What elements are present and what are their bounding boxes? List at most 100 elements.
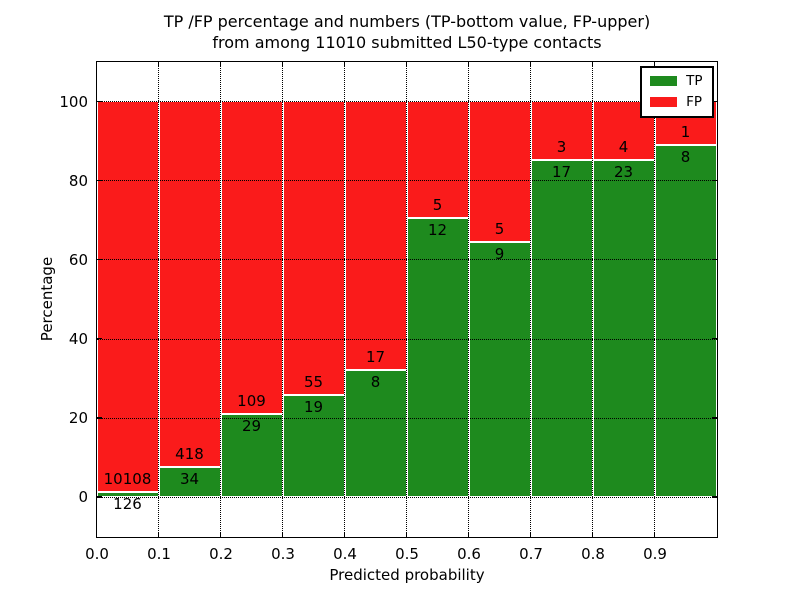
fp-count-label: 5 <box>432 195 443 214</box>
tp-count-label: 126 <box>113 495 142 514</box>
fp-bar-segment <box>406 101 469 218</box>
fp-count-label: 55 <box>303 373 324 392</box>
vertical-gridline <box>158 61 159 537</box>
y-axis-tick <box>96 417 102 419</box>
x-axis-tick <box>468 61 470 67</box>
legend-item-tp: TP <box>650 72 703 89</box>
tp-bar-segment <box>592 159 655 497</box>
fp-color-swatch <box>650 97 678 107</box>
vertical-gridline <box>406 61 407 537</box>
tp-count-label: 29 <box>241 416 262 435</box>
legend-label-tp: TP <box>686 72 703 89</box>
legend-label-fp: FP <box>686 93 703 110</box>
x-tick-label: 0.6 <box>457 545 481 563</box>
fp-count-label: 5 <box>494 220 505 239</box>
y-axis-tick <box>96 179 102 182</box>
vertical-gridline <box>220 61 221 537</box>
y-axis-tick <box>711 496 717 498</box>
tp-bar-segment <box>406 217 469 497</box>
y-axis-tick <box>711 417 717 419</box>
y-axis-tick <box>96 100 102 102</box>
fp-count-label: 17 <box>365 348 386 367</box>
fp-bar-segment <box>530 101 593 161</box>
x-tick-label: 0.2 <box>209 545 233 563</box>
x-axis-tick <box>530 61 532 67</box>
fp-bar-segment <box>158 101 221 468</box>
x-axis-tick <box>654 531 656 537</box>
legend: TP FP <box>640 65 714 118</box>
y-axis-tick <box>96 338 102 340</box>
x-axis-tick <box>158 531 160 537</box>
tp-bar-segment <box>344 370 407 497</box>
x-axis-tick <box>220 531 222 537</box>
fp-bar-segment <box>344 101 407 371</box>
x-axis-tick <box>96 61 98 67</box>
x-axis-tick <box>654 61 656 67</box>
tp-count-label: 19 <box>303 398 324 417</box>
y-axis-tick <box>711 100 717 102</box>
ticks-layer <box>96 61 717 537</box>
fp-bar-segment <box>282 101 345 396</box>
fp-count-label: 109 <box>237 391 266 410</box>
tp-bar-segment <box>158 467 221 497</box>
tp-count-label: 12 <box>427 220 448 239</box>
y-axis-tick <box>96 496 102 498</box>
tp-bar-segment <box>530 160 593 497</box>
x-axis-tick <box>282 61 284 67</box>
vertical-gridline <box>344 61 345 537</box>
x-tick-label: 0.4 <box>333 545 357 563</box>
fp-count-label: 1 <box>680 123 691 142</box>
y-tick-label: 100 <box>59 92 88 111</box>
tp-count-label: 8 <box>370 373 381 392</box>
y-tick-label: 80 <box>68 171 88 190</box>
x-axis-tick <box>406 531 408 537</box>
x-axis-tick <box>406 61 408 67</box>
chart-title-line1: TP /FP percentage and numbers (TP-bottom… <box>163 12 651 31</box>
x-axis-tick <box>158 61 160 67</box>
bars-layer <box>96 62 717 537</box>
vertical-gridline <box>530 61 531 537</box>
x-axis-tick <box>530 531 532 537</box>
x-axis-tick <box>592 61 594 67</box>
y-tick-label: 0 <box>78 488 88 507</box>
tp-count-label: 34 <box>179 470 200 489</box>
x-axis-tick <box>344 61 346 67</box>
x-tick-label: 0.9 <box>643 545 667 563</box>
vertical-gridline <box>592 61 593 537</box>
tp-color-swatch <box>650 76 678 86</box>
vertical-gridline <box>468 61 469 537</box>
vertical-gridline <box>654 61 655 537</box>
y-axis-label: Percentage <box>38 256 56 342</box>
y-tick-label: 40 <box>68 330 88 349</box>
x-tick-label: 0.0 <box>85 545 109 563</box>
x-axis-tick <box>344 531 346 537</box>
y-axis-tick <box>96 258 102 261</box>
legend-item-fp: FP <box>650 93 703 110</box>
tp-count-label: 8 <box>680 148 691 167</box>
y-tick-label: 60 <box>68 250 88 269</box>
tp-count-label: 9 <box>494 245 505 264</box>
grid-layer <box>96 61 717 537</box>
y-tick-label: 20 <box>68 409 88 428</box>
bar-labels-layer: 10108 126 418 34 109 29 55 19 17 8 5 12 5 9 3 17 4 23 1 8 <box>97 62 717 537</box>
x-tick-label: 0.7 <box>519 545 543 563</box>
tp-count-label: 17 <box>551 163 572 182</box>
x-tick-label: 0.1 <box>147 545 171 563</box>
plot-area: 10108 126 418 34 109 29 55 19 17 8 5 12 5 9 3 17 4 23 1 8 T… <box>95 60 718 538</box>
x-axis-tick <box>220 61 222 67</box>
x-tick-label: 0.3 <box>271 545 295 563</box>
x-axis-label: Predicted probability <box>329 566 485 584</box>
x-axis-tick <box>96 531 98 537</box>
tp-count-label: 23 <box>613 162 634 181</box>
x-axis-tick <box>282 531 284 537</box>
fp-count-label: 10108 <box>103 470 152 489</box>
fp-bar-segment <box>96 101 159 493</box>
y-axis-tick <box>711 258 717 261</box>
fp-bar-segment <box>220 101 283 414</box>
y-axis-tick <box>711 179 717 182</box>
fp-count-label: 4 <box>618 137 629 156</box>
fp-count-label: 418 <box>175 445 204 464</box>
tp-bar-segment <box>654 145 717 497</box>
x-tick-label: 0.5 <box>395 545 419 563</box>
